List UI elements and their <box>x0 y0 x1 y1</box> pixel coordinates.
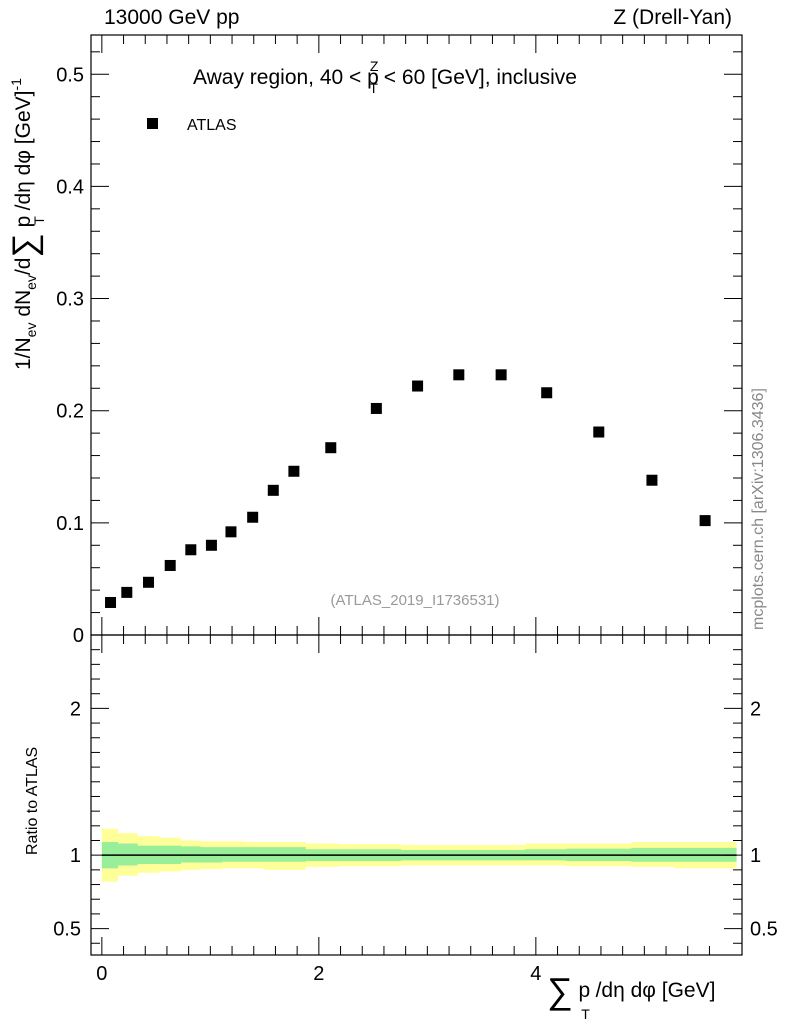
header-left-label: 13000 GeV pp <box>104 6 240 29</box>
data-point <box>143 576 155 588</box>
legend-marker <box>147 118 158 129</box>
data-point <box>325 442 337 454</box>
main-y-axis-label: 1/Nev dNev/d∑ pT /dη dφ [GeV]-1 <box>6 78 47 370</box>
data-point <box>164 559 176 571</box>
data-point <box>225 526 237 538</box>
data-point <box>370 402 382 414</box>
main-y-tick-label: 0.4 <box>56 176 84 198</box>
data-point <box>205 539 217 551</box>
ratio-y-tick-label-right: 1 <box>750 845 761 867</box>
ratio-y-tick-label-right: 2 <box>750 698 761 720</box>
legend-label: ATLAS <box>187 117 237 134</box>
header-right-label: Z (Drell-Yan) <box>613 6 732 29</box>
data-point <box>185 544 197 556</box>
data-point <box>593 426 605 438</box>
ratio-y-tick-label: 2 <box>70 698 81 720</box>
data-point <box>105 596 117 608</box>
ratio-y-axis-label: Ratio to ATLAS <box>24 747 41 855</box>
x-tick-label: 0 <box>96 963 107 985</box>
data-point <box>541 387 553 399</box>
ratio-plot-frame <box>90 634 743 956</box>
data-point <box>247 511 259 523</box>
data-point <box>121 586 133 598</box>
main-y-tick-label: 0.3 <box>56 289 84 311</box>
data-point <box>412 380 424 392</box>
data-point <box>453 369 465 381</box>
ratio-y-tick-label: 0.5 <box>53 919 81 941</box>
main-y-tick-label: 0.1 <box>56 513 84 535</box>
ratio-y-tick-label-right: 0.5 <box>750 919 778 941</box>
data-point <box>699 515 711 527</box>
data-point <box>495 369 507 381</box>
data-point <box>646 474 658 486</box>
data-point <box>288 465 300 477</box>
chart-title: Away region, 40 < pZ T < 60 [GeV], inclus… <box>193 58 577 96</box>
main-y-tick-label: 0 <box>73 625 84 647</box>
main-y-tick-label: 0.2 <box>56 401 84 423</box>
data-point <box>267 484 279 496</box>
analysis-watermark: (ATLAS_2019_I1736531) <box>330 592 499 609</box>
ratio-y-tick-label: 1 <box>70 845 81 867</box>
x-tick-label: 2 <box>313 963 324 985</box>
main-y-tick-label: 0.5 <box>56 64 84 86</box>
x-tick-label: 4 <box>530 963 541 985</box>
